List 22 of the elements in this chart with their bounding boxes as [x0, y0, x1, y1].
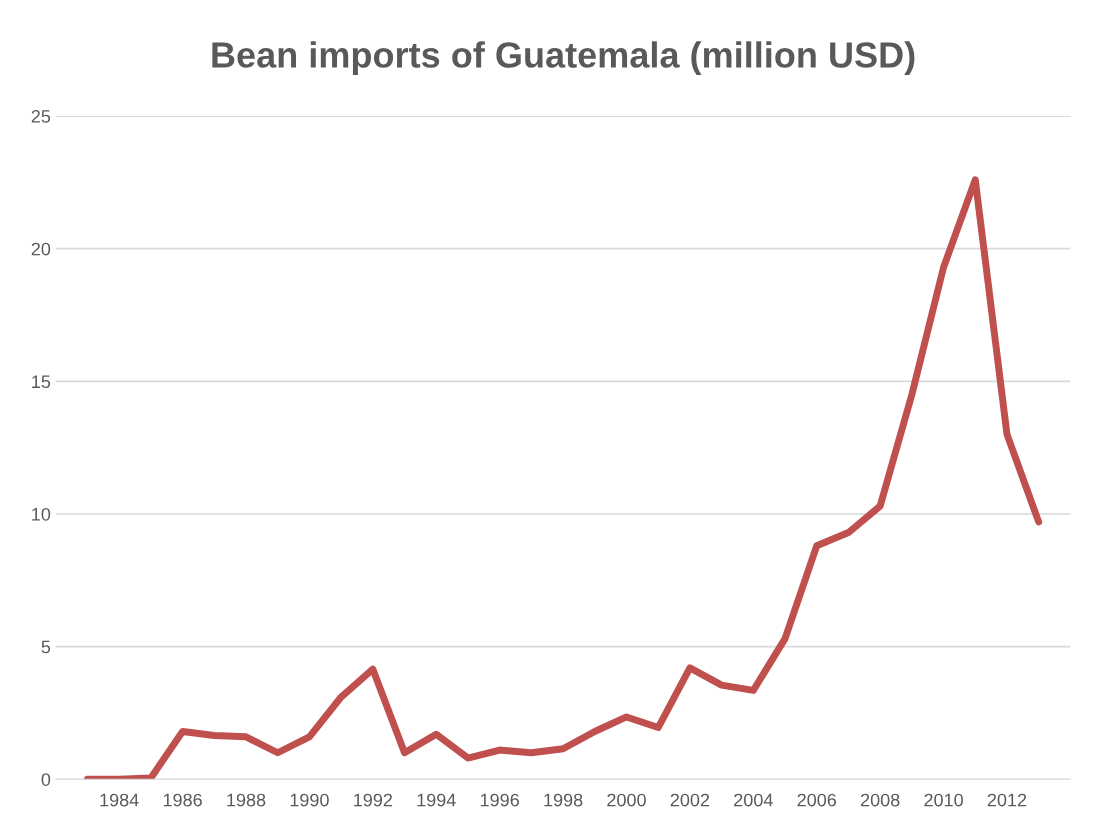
x-tick-label: 1990: [290, 793, 329, 807]
y-tick-label: 25: [31, 109, 51, 123]
chart-title: Bean imports of Guatemala (million USD): [212, 41, 915, 75]
x-tick-label: 2010: [924, 793, 963, 807]
x-tick-label: 1994: [417, 793, 456, 807]
x-tick-label: 1996: [480, 793, 519, 807]
x-tick-label: 1984: [100, 793, 139, 807]
y-tick-label: 15: [32, 375, 51, 389]
x-tick-label: 2000: [607, 793, 646, 807]
x-tick-label: 1988: [227, 793, 266, 807]
x-tick-label: 2012: [987, 793, 1027, 807]
y-tick-label: 10: [32, 507, 51, 521]
x-tick-label: 1998: [544, 793, 583, 807]
y-tick-label: 20: [31, 242, 51, 256]
y-tick-label: 0: [41, 773, 51, 786]
x-tick-label: 2002: [670, 793, 710, 807]
y-tick-label: 5: [41, 640, 51, 654]
x-tick-label: 1986: [163, 793, 202, 807]
x-tick-label: 2004: [734, 793, 773, 807]
x-tick-label: 1992: [354, 793, 393, 807]
x-tick-label: 2008: [860, 793, 900, 807]
x-tick-label: 2006: [797, 793, 837, 807]
